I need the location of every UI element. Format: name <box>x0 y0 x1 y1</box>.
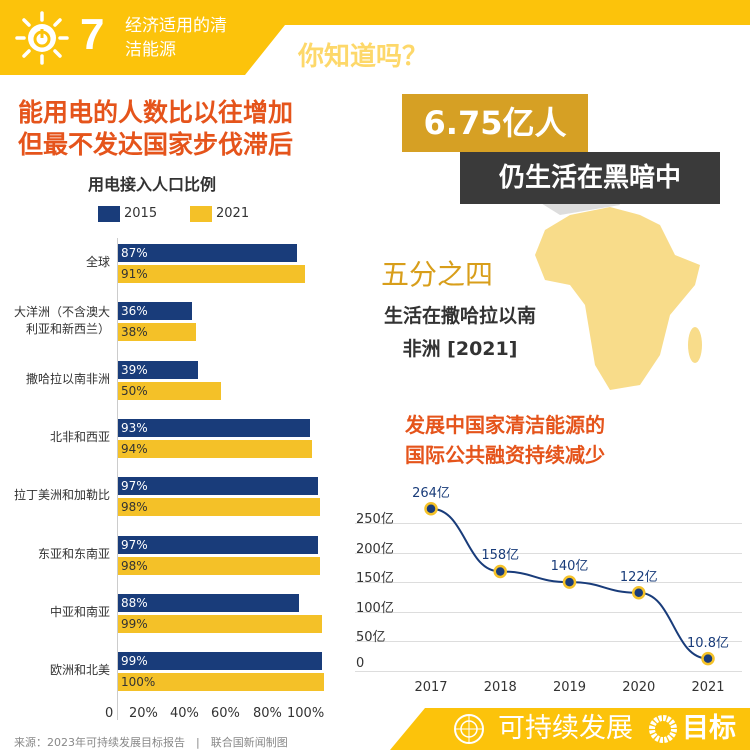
category-label: 欧洲和北美 <box>49 663 110 678</box>
fraction-text: 五分之四 <box>381 258 494 291</box>
bar-2015: 97% <box>118 477 318 496</box>
headline-line2: 但最不发达国家步伐滞后 <box>18 130 294 159</box>
y-tick: 150亿 <box>356 571 394 587</box>
data-label: 158亿 <box>481 548 520 564</box>
data-label: 122亿 <box>619 569 658 585</box>
category-label: 中亚和南亚 <box>49 604 110 619</box>
x-tick: 2019 <box>552 680 587 695</box>
source-text: 来源：2023年可持续发展目标报告 | 联合国新闻制图 <box>14 736 288 749</box>
bar-2021: 98% <box>118 498 320 517</box>
line-chart-title: 发展中国家清洁能源的 国际公共融资持续减少 <box>405 410 605 470</box>
data-point <box>493 564 507 579</box>
legend-swatch-2021 <box>190 206 212 222</box>
gridline <box>355 671 742 672</box>
sdg-wheel-icon <box>649 715 677 743</box>
headline-line1: 能用电的人数比以往增加 <box>18 98 294 127</box>
x-tick: 40% <box>170 706 199 721</box>
bar-2015: 93% <box>118 418 310 437</box>
data-label: 264亿 <box>412 485 450 501</box>
bar-2021: 91% <box>118 265 306 283</box>
sun-power-icon <box>15 11 69 65</box>
footer-banner <box>390 708 750 750</box>
x-tick: 2020 <box>622 680 656 695</box>
x-tick: 2021 <box>691 680 725 695</box>
bar-2015: 97% <box>118 535 318 554</box>
bar-2015: 87% <box>118 244 298 262</box>
bar-2021: 98% <box>118 556 320 575</box>
bar-2021: 94% <box>118 439 312 458</box>
data-point <box>701 651 715 666</box>
goal-number: 7 <box>80 10 105 59</box>
bar-2021: 50% <box>118 381 221 400</box>
x-tick: 2017 <box>414 680 448 695</box>
category-label: 大洋洲（不含澳大 利亚和新西兰） <box>13 305 110 337</box>
x-tick: 60% <box>211 706 240 721</box>
category-label: 北非和西亚 <box>49 429 110 444</box>
x-tick: 100% <box>287 706 325 721</box>
fact-number: 6.75亿人 <box>402 94 588 152</box>
sdg-text-goals: 目标 <box>682 713 736 744</box>
category-label: 撒哈拉以南非洲 <box>25 371 110 386</box>
legend-label-2021: 2021 <box>216 206 250 221</box>
y-tick: 250亿 <box>356 512 394 527</box>
bar-2021: 99% <box>118 614 322 633</box>
bar-2015: 36% <box>118 302 193 321</box>
line-title-2: 国际公共融资持续减少 <box>405 443 605 467</box>
bar-2021: 38% <box>118 323 197 342</box>
headline: 能用电的人数比以往增加 但最不发达国家步伐滞后 <box>18 97 293 161</box>
bar-2021: 100% <box>118 673 324 692</box>
gridline <box>355 582 742 584</box>
y-tick: 50亿 <box>356 630 386 646</box>
y-tick: 100亿 <box>356 600 394 616</box>
bar-2015: 88% <box>118 593 300 612</box>
y-tick: 0 <box>356 656 365 671</box>
data-point <box>632 586 646 600</box>
x-tick: 80% <box>253 706 282 721</box>
un-emblem-icon <box>454 714 484 744</box>
fact-text: 仍生活在黑暗中 <box>460 152 720 204</box>
legend-label-2015: 2015 <box>124 206 158 221</box>
fraction-description: 生活在撒哈拉以南 非洲 [2021] <box>362 300 558 366</box>
sdg-text: 可持续发展 <box>498 713 633 744</box>
category-label: 拉丁美洲和加勒比 <box>13 488 110 503</box>
gridline <box>355 552 742 554</box>
bar-axis-line <box>117 238 118 720</box>
y-tick: 200亿 <box>356 541 394 557</box>
x-tick: 2018 <box>483 680 517 695</box>
data-point <box>424 501 438 516</box>
category-label: 东亚和东南亚 <box>37 546 110 561</box>
gridline <box>355 611 742 613</box>
line-title-1: 发展中国家清洁能源的 <box>405 413 605 437</box>
x-tick: 0 <box>105 706 114 721</box>
bar-chart-title: 用电接入人口比例 <box>88 175 217 194</box>
did-you-know: 你知道吗？ <box>298 42 429 72</box>
category-label: 全球 <box>85 255 110 269</box>
fraction-desc-line1: 生活在撒哈拉以南 <box>383 305 536 327</box>
bar-2015: 39% <box>118 360 199 379</box>
x-tick: 20% <box>129 706 158 721</box>
fraction-desc-line2: 非洲 [2021] <box>402 338 518 360</box>
data-label: 10.8亿 <box>687 635 729 651</box>
bar-2015: 99% <box>118 652 322 671</box>
goal-name: 经济适用的清洁能源 <box>125 16 227 60</box>
gridline <box>355 523 742 524</box>
data-label: 140亿 <box>550 559 589 575</box>
legend-swatch-2015 <box>98 206 120 222</box>
